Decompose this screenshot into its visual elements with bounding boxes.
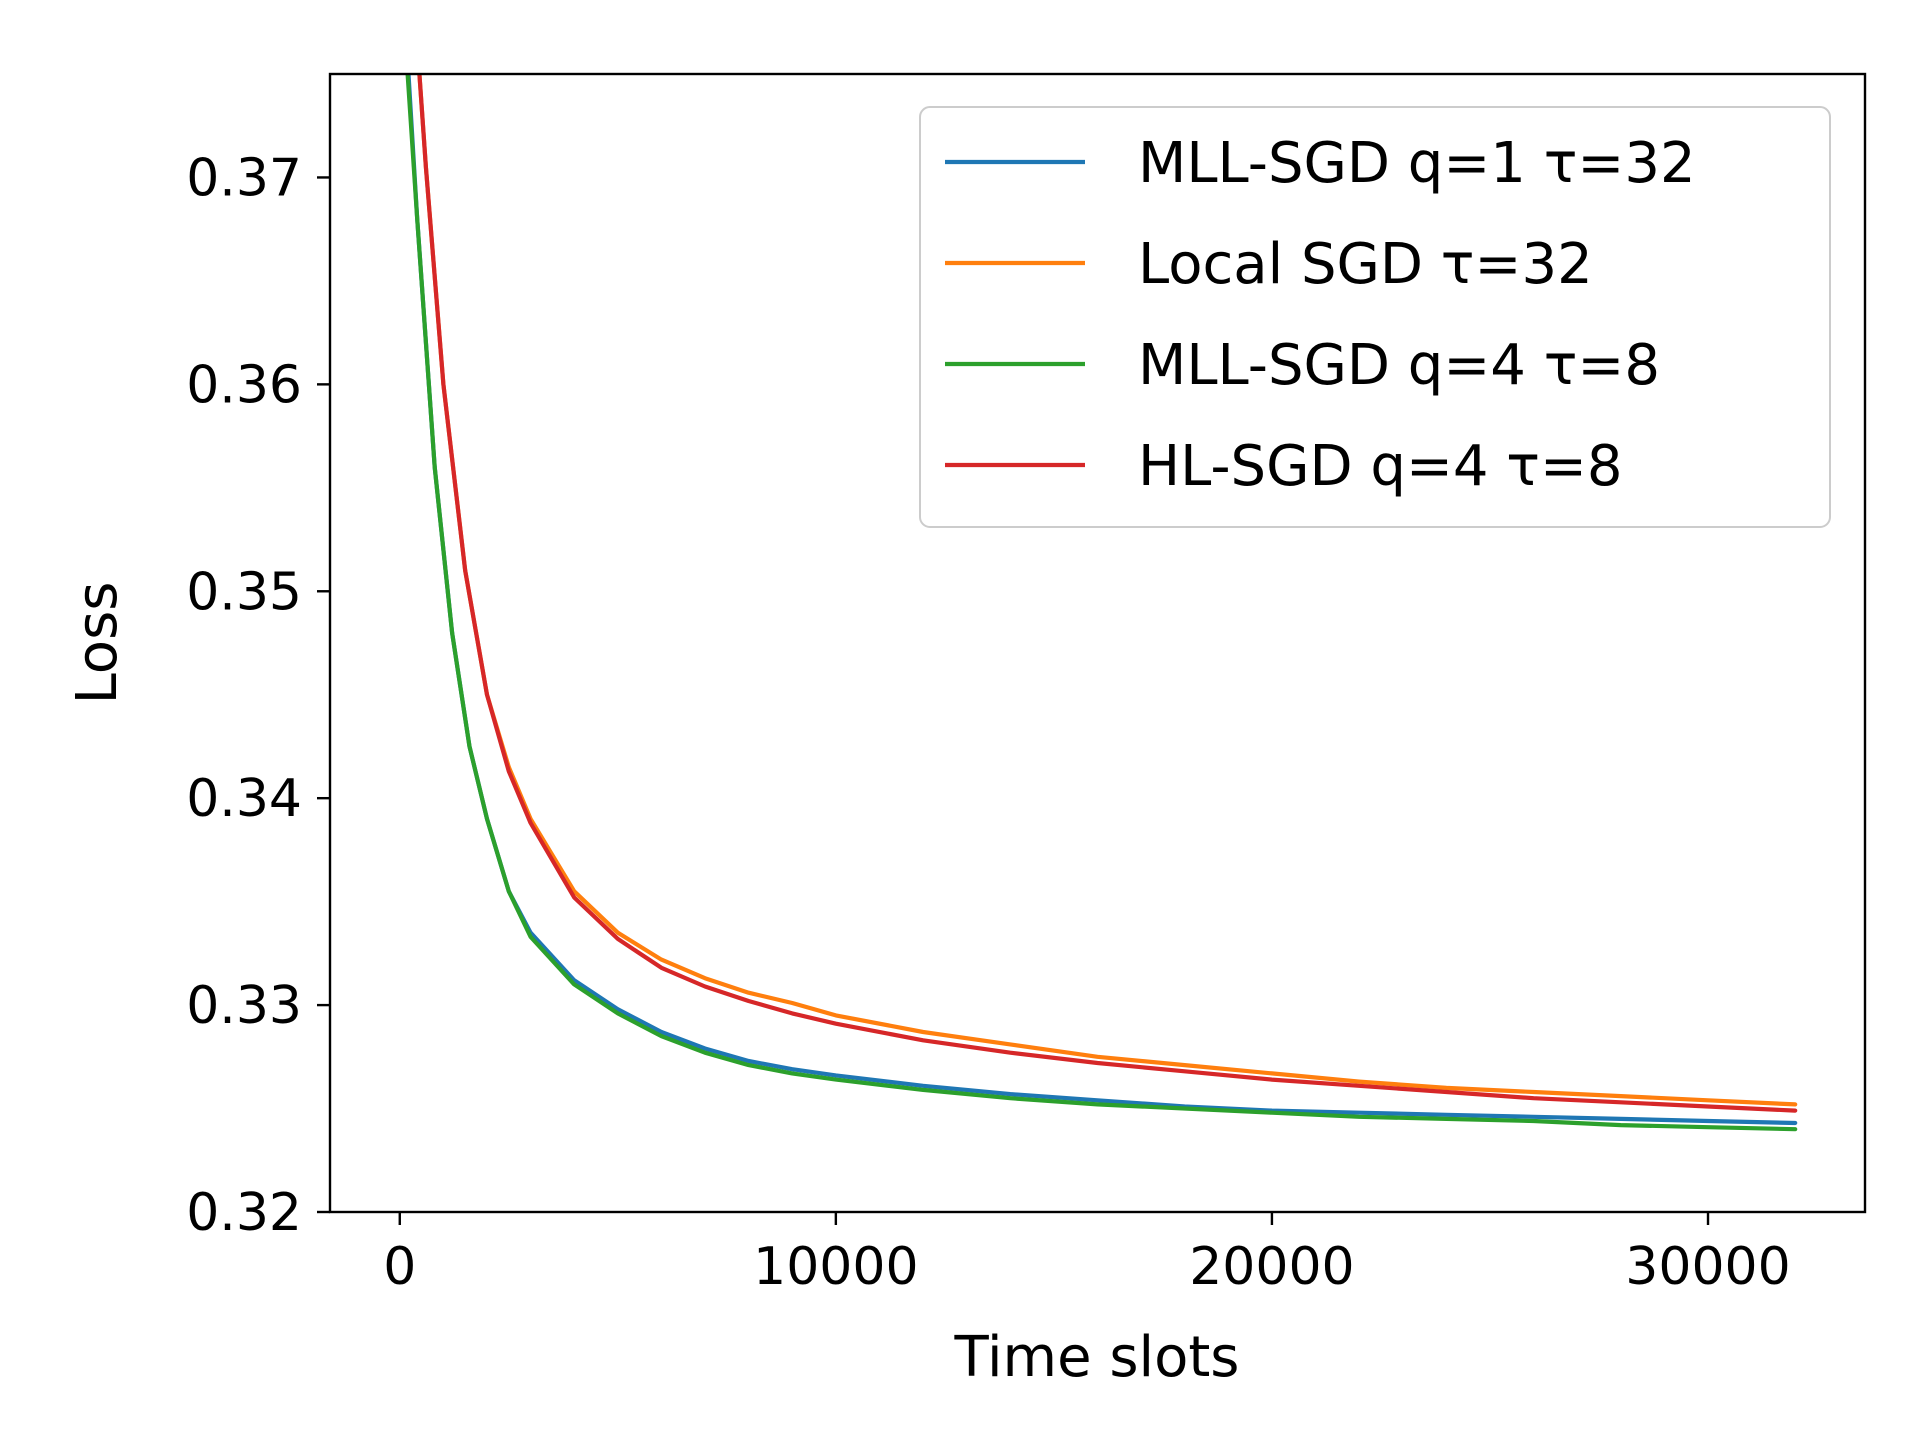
y-tick-label: 0.34	[186, 769, 302, 829]
x-tick-label: 0	[383, 1237, 416, 1297]
plot-lines	[405, 74, 1798, 1132]
x-tick-label: 30000	[1625, 1237, 1790, 1297]
legend-label-1: Local SGD τ=32	[1138, 232, 1593, 297]
x-axis-label: Time slots	[954, 1325, 1240, 1390]
y-ticks: 0.32 0.33 0.34 0.35 0.36 0.37	[186, 148, 330, 1243]
x-tick-label: 20000	[1189, 1237, 1354, 1297]
y-tick-label: 0.36	[186, 355, 302, 415]
legend: MLL-SGD q=1 τ=32 Local SGD τ=32 MLL-SGD q=…	[919, 106, 1831, 528]
x-tick-label: 10000	[753, 1237, 918, 1297]
plot-frame	[328, 72, 1867, 1214]
legend-label-3: HL-SGD q=4 τ=8	[1138, 434, 1623, 499]
y-axis-label: Loss	[65, 582, 130, 705]
series-line-3	[417, 74, 1798, 1113]
y-tick-label: 0.32	[186, 1183, 302, 1243]
legend-label-2: MLL-SGD q=4 τ=8	[1138, 333, 1660, 398]
y-tick-label: 0.37	[186, 148, 302, 208]
series-line-2	[405, 74, 1798, 1132]
y-tick-label: 0.33	[186, 976, 302, 1036]
y-tick-label: 0.35	[186, 562, 302, 622]
legend-label-0: MLL-SGD q=1 τ=32	[1138, 131, 1696, 196]
x-ticks: 0 10000 20000 30000	[383, 1212, 1791, 1297]
legend-box	[919, 106, 1831, 528]
